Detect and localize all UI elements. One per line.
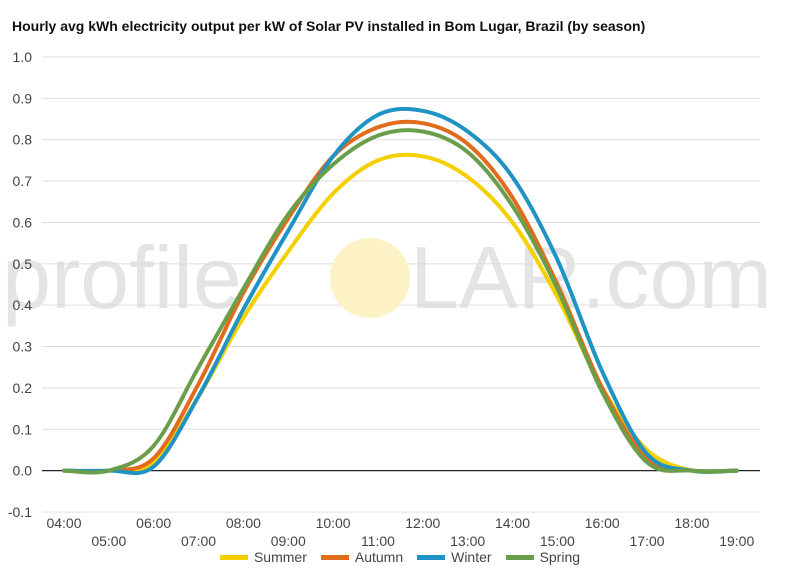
watermark-sun-icon: [330, 238, 410, 318]
y-tick-label: 0.0: [13, 463, 33, 479]
legend-swatch: [320, 554, 349, 560]
x-tick-label: 14:00: [495, 515, 530, 531]
watermark-text-right: LAR.com: [410, 228, 772, 327]
y-tick-label: 0.4: [13, 297, 33, 313]
y-tick-label: 0.1: [13, 421, 33, 437]
watermark-text-sun: S: [348, 228, 407, 327]
legend-swatch: [417, 554, 446, 560]
watermark: profile S LAR.com: [2, 228, 772, 327]
series-lines: [62, 106, 739, 476]
y-tick-label: 0.6: [13, 214, 33, 230]
x-tick-label: 11:00: [361, 533, 395, 549]
x-tick-label: 16:00: [585, 515, 620, 531]
x-tick-label: 04:00: [46, 515, 81, 531]
chart-title: Hourly avg kWh electricity output per kW…: [12, 18, 646, 34]
y-tick-label: 0.8: [13, 132, 33, 148]
legend-label: Summer: [253, 549, 307, 565]
legend-label: Winter: [451, 549, 492, 565]
legend-item-winter[interactable]: Winter: [417, 549, 492, 565]
legend-label: Autumn: [354, 549, 404, 565]
y-tick-label: 0.3: [13, 339, 33, 355]
legend-item-summer[interactable]: Summer: [219, 549, 307, 565]
x-tick-label: 05:00: [91, 533, 126, 549]
series-line-autumn: [62, 119, 739, 474]
x-tick-label: 10:00: [316, 515, 351, 531]
watermark-text-left: profile: [2, 228, 242, 327]
x-tick-label: 12:00: [405, 515, 440, 531]
y-tick-label: 1.0: [13, 49, 33, 65]
y-tick-label: 0.5: [13, 256, 33, 272]
x-tick-label: 19:00: [719, 533, 754, 549]
x-tick-label: 06:00: [136, 515, 171, 531]
x-tick-label: 09:00: [271, 533, 306, 549]
x-tick-label: 15:00: [540, 533, 575, 549]
series-line-winter: [62, 106, 739, 476]
y-tick-label: 0.2: [13, 380, 33, 396]
x-tick-label: 07:00: [181, 533, 216, 549]
y-tick-label: -0.1: [8, 504, 32, 520]
legend-label: Spring: [539, 549, 581, 565]
x-tick-label: 18:00: [674, 515, 709, 531]
x-tick-label: 17:00: [630, 533, 665, 549]
x-axis: 04:00 05:00 06:00 07:00 08:00 09:00 10:00 11:00…: [46, 515, 754, 549]
legend-swatch: [219, 554, 248, 560]
series-line-spring: [62, 128, 739, 475]
x-tick-label: 13:00: [450, 533, 485, 549]
x-tick-label: 08:00: [226, 515, 261, 531]
legend-swatch: [505, 554, 534, 560]
y-axis: -0.1 0.0 0.1 0.2 0.3 0.4 0.5 0.6 0.7 0.8 0.9 1.0: [8, 49, 32, 520]
grid: [42, 56, 760, 513]
y-tick-label: 0.7: [13, 173, 33, 189]
legend-item-autumn[interactable]: Autumn: [320, 549, 404, 565]
legend-item-spring[interactable]: Spring: [505, 549, 581, 565]
legend: Summer Autumn Winter Spring: [0, 549, 800, 565]
y-tick-label: 0.9: [13, 90, 33, 106]
